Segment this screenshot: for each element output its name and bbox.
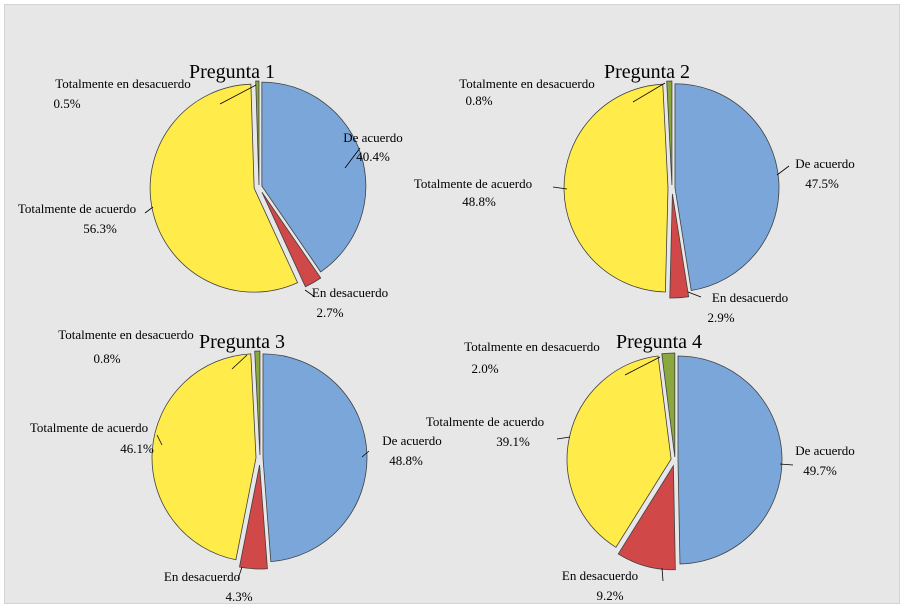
pie-slice-de-acuerdo xyxy=(677,355,783,565)
pie-charts-svg: Pregunta 1 De acuerdo 40.4% En desacuerdo 2.… xyxy=(18,61,855,604)
pie-slice-de-acuerdo xyxy=(674,83,780,291)
slice-value-totalmente-en-desacuerdo: 0.8% xyxy=(465,93,492,108)
pie-slice-totalmente-en-desacuerdo xyxy=(666,80,673,186)
leader-line-en-desacuerdo xyxy=(687,291,702,298)
leader-line-totalmente-en-desacuerdo xyxy=(624,356,661,376)
leader-line-de-acuerdo xyxy=(361,450,370,458)
slice-value-totalmente-de-acuerdo: 46.1% xyxy=(120,441,154,456)
chart-title: Pregunta 3 xyxy=(199,331,285,353)
slice-label-de-acuerdo: De acuerdo xyxy=(382,433,442,448)
pie-chart-1: Pregunta 1 De acuerdo 40.4% En desacuerdo 2.… xyxy=(18,61,403,320)
leader-line-totalmente-en-desacuerdo xyxy=(219,84,257,105)
slice-label-de-acuerdo: De acuerdo xyxy=(343,130,403,145)
slice-label-en-desacuerdo: En desacuerdo xyxy=(312,285,388,300)
chart-title: Pregunta 4 xyxy=(616,331,702,353)
slice-label-totalmente-de-acuerdo: Totalmente de acuerdo xyxy=(414,176,532,191)
slice-value-en-desacuerdo: 9.2% xyxy=(596,588,623,603)
leader-line-en-desacuerdo xyxy=(237,566,243,580)
pie-slice-totalmente-de-acuerdo xyxy=(563,83,669,293)
slice-label-en-desacuerdo: En desacuerdo xyxy=(712,290,788,305)
slice-value-totalmente-en-desacuerdo: 2.0% xyxy=(471,361,498,376)
slice-label-de-acuerdo: De acuerdo xyxy=(795,156,855,171)
slice-label-totalmente-de-acuerdo: Totalmente de acuerdo xyxy=(426,414,544,429)
leader-line-totalmente-de-acuerdo xyxy=(144,206,154,214)
slice-value-de-acuerdo: 48.8% xyxy=(389,453,423,468)
slice-label-totalmente-en-desacuerdo: Totalmente en desacuerdo xyxy=(55,76,191,91)
pie-slice-en-desacuerdo xyxy=(261,191,322,288)
slice-value-en-desacuerdo: 4.3% xyxy=(225,589,252,604)
pie-slice-totalmente-en-desacuerdo xyxy=(661,352,676,458)
pie-chart-4: Pregunta 4 De acuerdo 49.7% En desacuerdo 9.… xyxy=(426,331,855,603)
leader-line-de-acuerdo xyxy=(776,165,790,176)
slice-value-totalmente-de-acuerdo: 56.3% xyxy=(83,221,117,236)
pie-slice-totalmente-en-desacuerdo xyxy=(254,350,261,456)
leader-line-totalmente-de-acuerdo xyxy=(552,186,568,190)
slice-value-totalmente-de-acuerdo: 48.8% xyxy=(462,194,496,209)
pie-slice-totalmente-de-acuerdo xyxy=(149,83,299,293)
leader-line-totalmente-de-acuerdo xyxy=(556,436,571,440)
pie-slice-de-acuerdo xyxy=(262,353,368,563)
slice-value-de-acuerdo: 40.4% xyxy=(356,149,390,164)
pie-slice-en-desacuerdo xyxy=(238,464,268,570)
chart-area: Pregunta 1 De acuerdo 40.4% En desacuerdo 2.… xyxy=(4,4,900,604)
chart-title: Pregunta 2 xyxy=(604,61,690,83)
leader-line-de-acuerdo xyxy=(344,147,361,169)
leader-line-en-desacuerdo xyxy=(304,289,316,298)
slice-value-totalmente-de-acuerdo: 39.1% xyxy=(496,434,530,449)
slice-label-en-desacuerdo: En desacuerdo xyxy=(164,569,240,584)
leader-line-totalmente-de-acuerdo xyxy=(156,434,163,446)
slice-label-totalmente-en-desacuerdo: Totalmente en desacuerdo xyxy=(464,339,600,354)
slice-value-en-desacuerdo: 2.7% xyxy=(316,305,343,320)
leader-line-de-acuerdo xyxy=(779,463,794,466)
pie-slice-en-desacuerdo xyxy=(669,193,690,299)
slice-label-totalmente-en-desacuerdo: Totalmente en desacuerdo xyxy=(459,76,595,91)
pie-chart-3: Pregunta 3 De acuerdo 48.8% En desacuerdo 4.… xyxy=(30,327,442,604)
slice-value-de-acuerdo: 49.7% xyxy=(803,463,837,478)
slice-label-totalmente-de-acuerdo: Totalmente de acuerdo xyxy=(18,201,136,216)
slice-label-totalmente-de-acuerdo: Totalmente de acuerdo xyxy=(30,420,148,435)
slice-value-totalmente-en-desacuerdo: 0.5% xyxy=(53,96,80,111)
slice-value-de-acuerdo: 47.5% xyxy=(805,176,839,191)
chart-title: Pregunta 1 xyxy=(189,61,275,83)
pie-slice-totalmente-de-acuerdo xyxy=(151,353,257,561)
pie-slice-en-desacuerdo xyxy=(617,464,676,571)
leader-line-en-desacuerdo xyxy=(661,567,664,582)
leader-line-totalmente-en-desacuerdo xyxy=(231,354,248,370)
slice-value-en-desacuerdo: 2.9% xyxy=(707,310,734,325)
pie-slice-de-acuerdo xyxy=(261,81,367,273)
slice-value-totalmente-en-desacuerdo: 0.8% xyxy=(93,351,120,366)
pie-chart-2: Pregunta 2 De acuerdo 47.5% En desacuerdo 2.… xyxy=(414,61,855,325)
slice-label-totalmente-en-desacuerdo: Totalmente en desacuerdo xyxy=(58,327,194,342)
leader-line-totalmente-en-desacuerdo xyxy=(632,82,666,103)
pie-slice-totalmente-en-desacuerdo xyxy=(255,80,260,186)
slice-label-de-acuerdo: De acuerdo xyxy=(795,443,855,458)
slice-label-en-desacuerdo: En desacuerdo xyxy=(562,568,638,583)
